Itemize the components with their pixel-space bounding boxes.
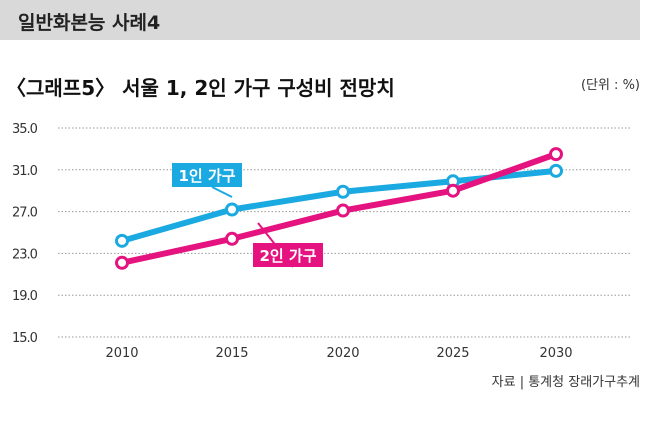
x-tick-label: 2025 — [436, 346, 469, 361]
series-label-1-leader — [211, 186, 233, 198]
data-point — [225, 231, 239, 246]
series-label-2-box — [253, 243, 323, 267]
x-tick-label: 2020 — [326, 346, 359, 361]
banner-title: 일반화본능 사례4 — [18, 12, 161, 34]
y-tick-label: 27.0 — [12, 206, 38, 221]
data-point — [225, 202, 239, 217]
x-tick-label: 2010 — [105, 346, 138, 361]
series-label-2: 2인 가구 — [259, 247, 316, 265]
data-point — [115, 255, 129, 270]
data-point — [336, 203, 350, 218]
y-tick-label: 23.0 — [12, 247, 38, 262]
chart-title: 〈그래프5〉 서울 1, 2인 가구 구성비 전망치 — [6, 76, 395, 100]
series-label-1-box — [172, 163, 242, 187]
data-point — [549, 163, 563, 178]
data-point — [446, 183, 460, 198]
data-point — [115, 233, 129, 248]
y-tick-label: 31.0 — [12, 164, 38, 179]
section-banner: 일반화본능 사례4 — [0, 0, 640, 40]
y-tick-label: 15.0 — [12, 331, 38, 346]
data-point — [549, 147, 563, 162]
x-tick-label: 2030 — [539, 346, 572, 361]
y-tick-label: 35.0 — [12, 122, 38, 137]
unit-label: (단위 : %) — [580, 78, 640, 93]
x-tick-label: 2015 — [215, 346, 248, 361]
source-label: 자료 | 통계청 장래가구추계 — [491, 375, 640, 390]
series-label-1: 1인 가구 — [178, 167, 235, 185]
y-tick-label: 19.0 — [12, 289, 38, 304]
data-point — [336, 184, 350, 199]
